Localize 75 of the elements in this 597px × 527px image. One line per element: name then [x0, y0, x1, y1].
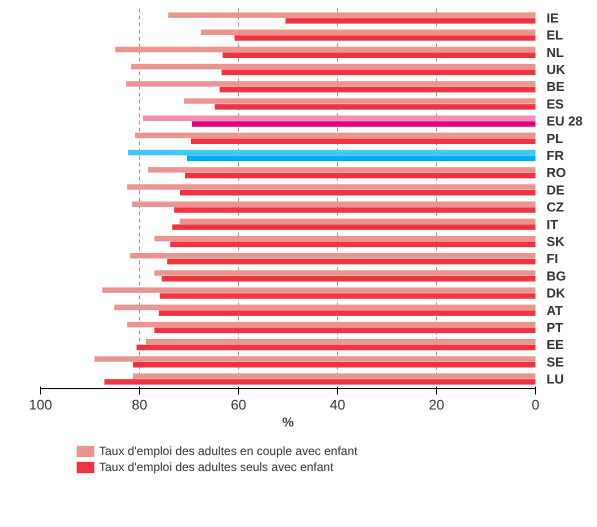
- bar: [170, 242, 536, 248]
- bar: [187, 156, 536, 162]
- bar: [126, 81, 536, 87]
- x-axis-title: %: [282, 414, 294, 430]
- y-tick-label: FR: [546, 148, 564, 164]
- bar: [222, 70, 536, 76]
- bar: [114, 304, 536, 310]
- y-tick-label: EE: [546, 337, 564, 352]
- bar: [148, 167, 536, 173]
- x-tick-label: 20: [428, 396, 444, 412]
- bar: [154, 328, 536, 334]
- bar: [180, 190, 536, 196]
- legend-label: Taux d'emploi des adultes seuls avec enfant: [99, 460, 334, 474]
- y-tick-label: SK: [546, 234, 566, 249]
- bar: [130, 253, 536, 259]
- bar: [142, 115, 536, 121]
- legend-label: Taux d'emploi des adultes en couple avec enfant: [99, 444, 358, 458]
- bar: [192, 121, 536, 127]
- bar: [162, 276, 536, 282]
- bar: [185, 172, 536, 178]
- bar: [146, 339, 536, 345]
- y-tick-label: AT: [546, 302, 563, 318]
- y-tick-label: RO: [546, 165, 566, 180]
- x-tick-label: 60: [230, 396, 246, 412]
- bar: [184, 98, 536, 104]
- bar: [174, 207, 536, 213]
- bar: [190, 138, 536, 144]
- y-tick-label: UK: [546, 62, 566, 78]
- bar: [133, 373, 536, 379]
- y-tick-label: IT: [546, 216, 558, 232]
- bar: [154, 236, 536, 242]
- y-tick-label: FI: [546, 251, 558, 266]
- bar: [133, 362, 536, 368]
- y-tick-label: CZ: [546, 200, 564, 215]
- bar: [132, 201, 536, 207]
- y-tick-label: LU: [546, 372, 564, 387]
- bar: [94, 356, 536, 362]
- bar: [180, 218, 536, 224]
- x-tick-label: 40: [330, 396, 346, 412]
- y-tick-label: EL: [546, 28, 564, 43]
- y-tick-label: IE: [546, 10, 560, 26]
- bar: [160, 293, 536, 299]
- bar: [158, 310, 536, 316]
- bar: [167, 258, 536, 264]
- y-tick-label: NL: [546, 44, 564, 60]
- y-tick-label: ES: [546, 96, 564, 112]
- bar: [102, 287, 536, 293]
- x-tick-label: 80: [132, 396, 148, 412]
- bar: [127, 322, 536, 328]
- bar: [234, 35, 536, 41]
- bar: [128, 150, 536, 156]
- x-tick-label: 0: [532, 396, 540, 412]
- bar: [127, 184, 536, 190]
- y-tick-label: PL: [546, 130, 564, 146]
- bar: [135, 132, 536, 138]
- bar: [222, 52, 536, 58]
- bar: [154, 270, 536, 276]
- bar: [131, 64, 536, 70]
- bar: [104, 379, 536, 385]
- bar: [172, 224, 536, 230]
- y-tick-label: DK: [546, 286, 566, 301]
- y-tick-label: BG: [546, 268, 566, 284]
- y-tick-label: SE: [546, 354, 564, 370]
- x-tick-label: 100: [28, 396, 52, 412]
- bar: [115, 46, 536, 52]
- bar: [286, 18, 536, 24]
- y-tick-label: PT: [546, 320, 564, 335]
- bar: [136, 344, 536, 350]
- bar: [220, 86, 536, 92]
- y-tick-label: BE: [546, 79, 565, 94]
- y-tick-label: EU 28: [546, 114, 583, 129]
- bar: [214, 104, 536, 110]
- bar: [168, 12, 536, 18]
- y-tick-label: DE: [546, 182, 565, 198]
- bar: [200, 30, 536, 36]
